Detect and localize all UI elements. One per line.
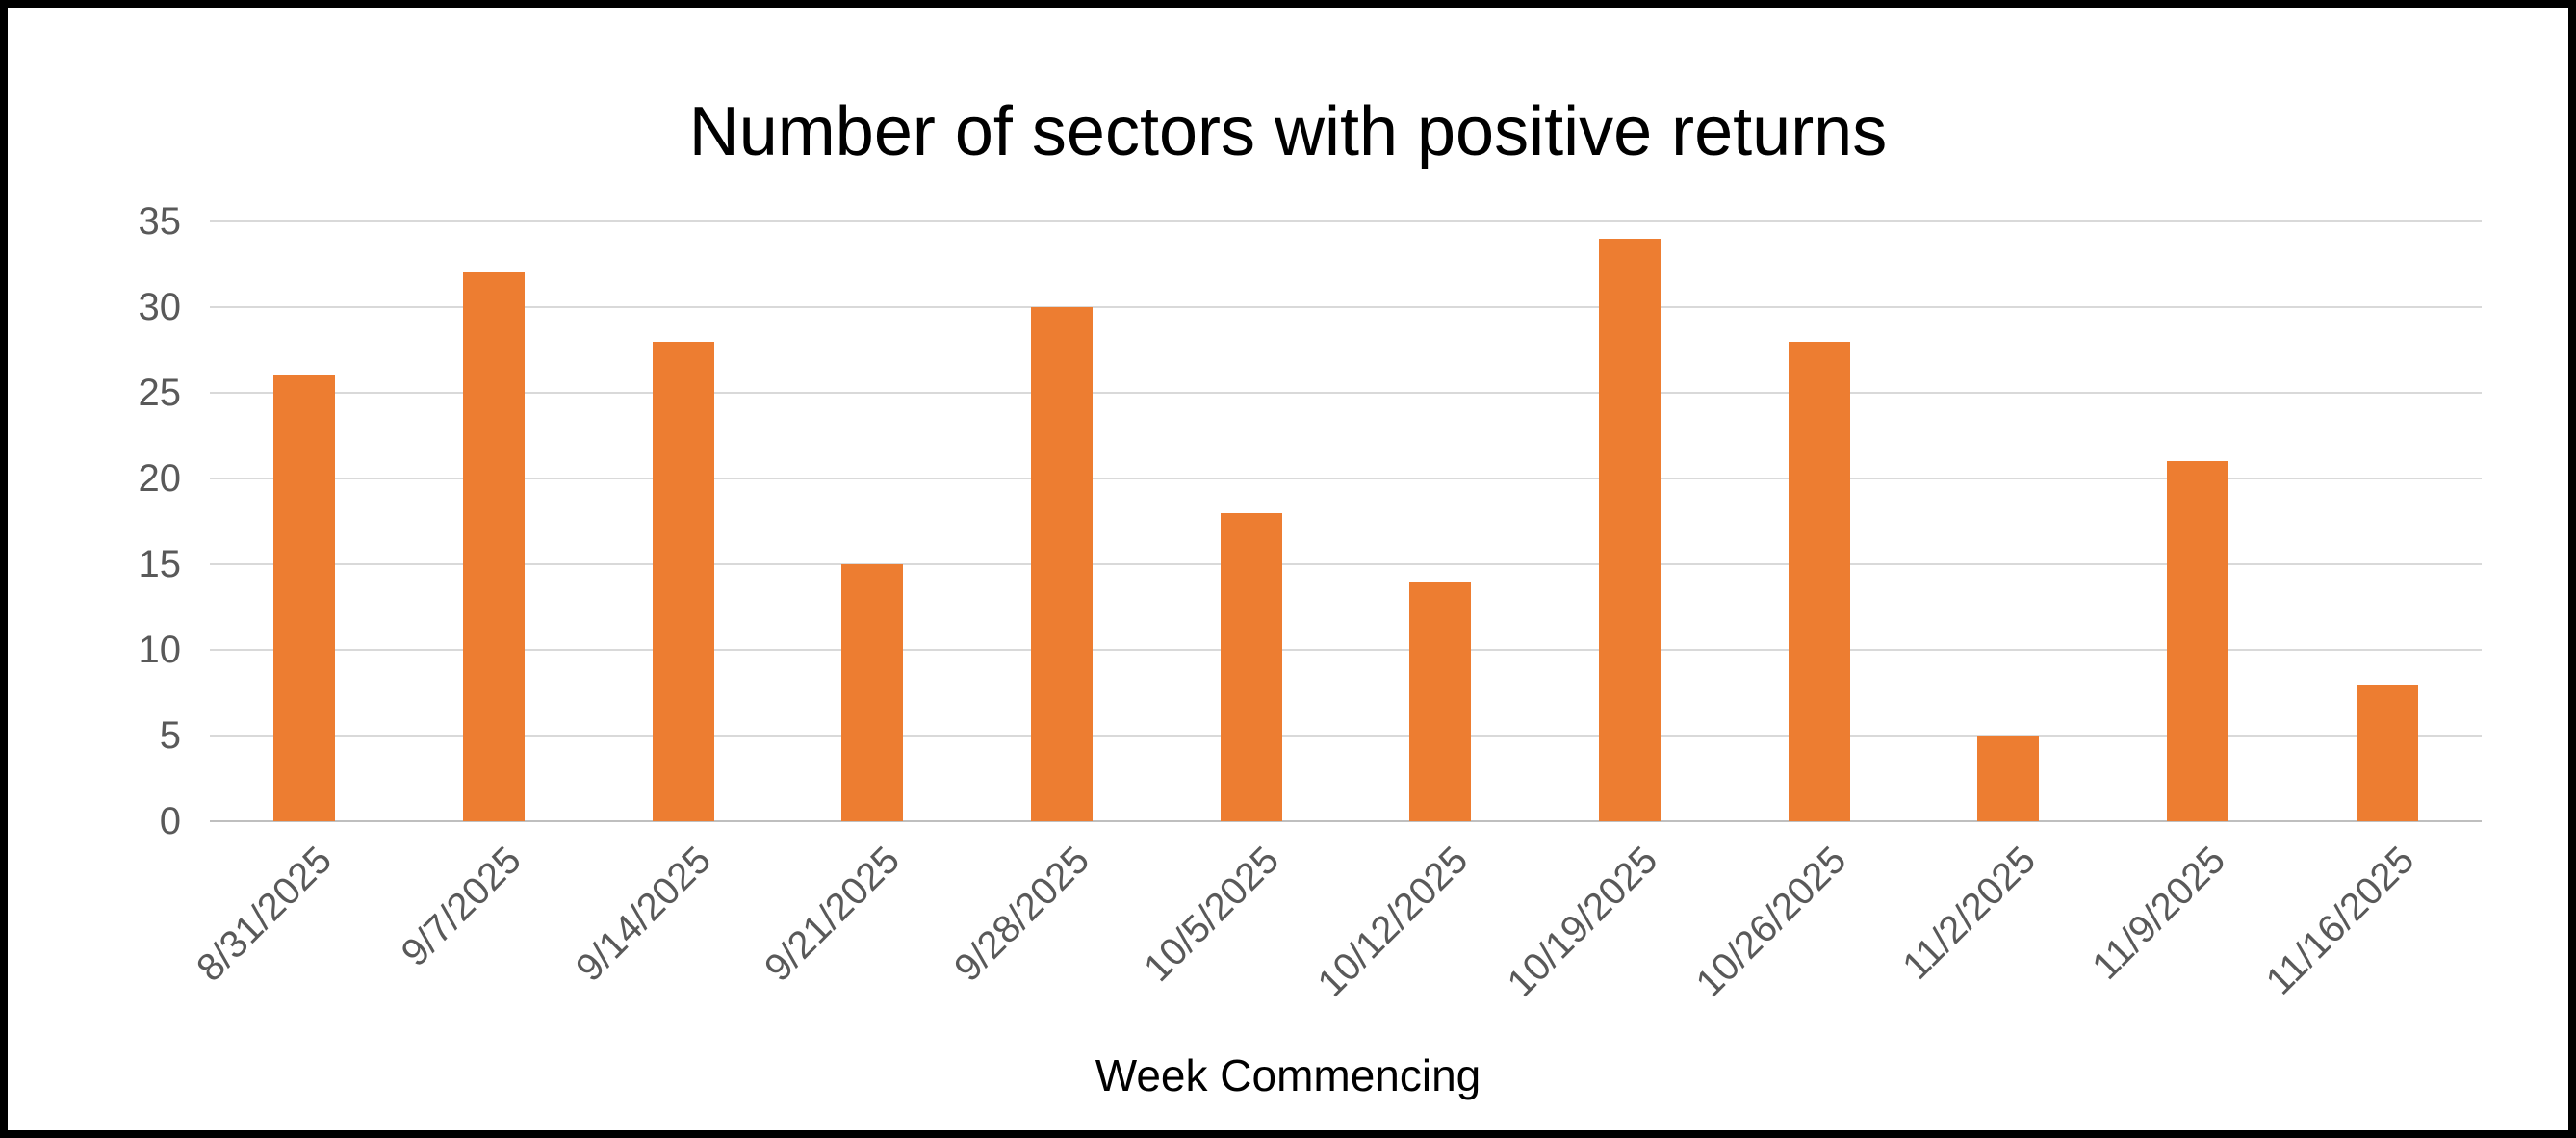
bar <box>1788 341 1850 821</box>
gridline <box>210 392 2482 394</box>
y-tick-label: 35 <box>138 200 182 243</box>
bar <box>1409 581 1472 821</box>
x-axis-title: Week Commencing <box>1095 1050 1481 1100</box>
x-tick-label: 10/12/2025 <box>1309 839 1477 1005</box>
bar <box>2167 461 2228 821</box>
y-tick-label: 0 <box>159 800 181 842</box>
x-tick-label: 9/21/2025 <box>757 839 909 990</box>
bar <box>1220 512 1282 821</box>
bar <box>2356 684 2418 821</box>
x-tick-label: 9/7/2025 <box>393 839 530 975</box>
bar <box>1031 307 1093 821</box>
gridline <box>210 306 2482 308</box>
gridline <box>210 220 2482 222</box>
chart-title: Number of sectors with positive returns <box>688 93 1888 170</box>
y-tick-label: 25 <box>138 372 182 414</box>
x-tick-label: 11/16/2025 <box>2258 839 2423 1003</box>
y-tick-label: 20 <box>138 457 182 500</box>
y-tick-label: 5 <box>159 714 181 757</box>
bar <box>841 564 904 821</box>
x-axis-baseline <box>210 820 2482 822</box>
bar <box>463 272 525 821</box>
bar <box>1977 736 2040 821</box>
gridline <box>210 563 2482 565</box>
bar <box>1599 238 1661 821</box>
x-tick-label: 10/26/2025 <box>1688 839 1855 1005</box>
gridline <box>210 735 2482 737</box>
y-tick-label: 10 <box>138 629 182 671</box>
gridline <box>210 478 2482 479</box>
x-tick-label: 8/31/2025 <box>189 839 341 990</box>
x-tick-label: 11/9/2025 <box>2084 839 2234 988</box>
gridline <box>210 649 2482 651</box>
x-tick-label: 9/14/2025 <box>567 839 719 990</box>
x-tick-label: 10/19/2025 <box>1499 839 1666 1005</box>
bar <box>273 375 336 821</box>
bar <box>652 341 714 821</box>
x-tick-label: 10/5/2025 <box>1135 839 1287 990</box>
x-tick-label: 9/28/2025 <box>946 839 1098 990</box>
y-tick-label: 15 <box>138 543 182 585</box>
y-tick-label: 30 <box>138 286 182 328</box>
x-tick-label: 11/2/2025 <box>1894 839 2045 988</box>
plot-area: 0 5 10 15 20 25 30 35 8/31/2025 9/7/2025 9/14/2025… <box>139 202 2482 1005</box>
